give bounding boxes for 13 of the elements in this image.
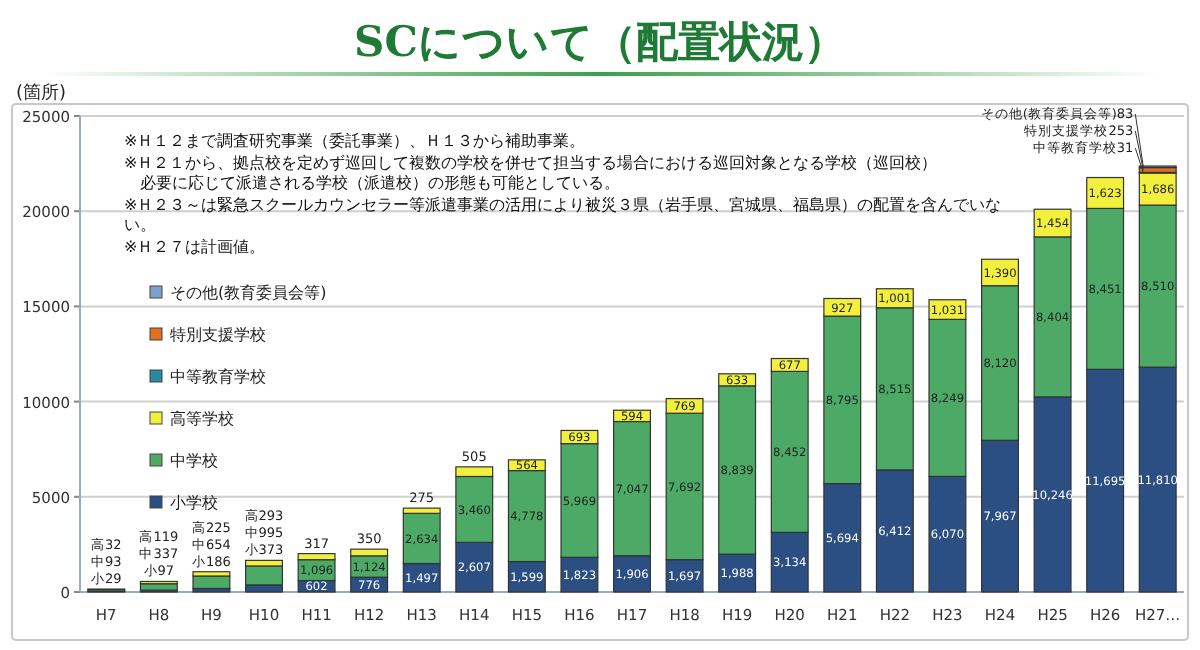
annotation: ※Ｈ２７は計画値。 [124,237,268,258]
legend-label: 特別支援学校 [170,326,266,344]
annotation: ※Ｈ２１から、拠点校を定めず巡回して複数の学校を併せて担当する場合における巡回対象となる学校（巡回校） [124,153,940,174]
legend-label: その他(教育委員会等) [170,284,327,302]
chart-title: SCについて（配置状況） [354,16,846,66]
y-axis-title: (箇所) [16,82,67,104]
annotation: ※Ｈ１２まで調査研究事業（委託事業）、Ｈ１３から補助事業。 [124,132,588,153]
legend-label: 高等学校 [170,410,234,428]
annotation: ※Ｈ２３～は緊急スクールカウンセラー等派遣事業の活用により被災３県（岩手県、宮城県、福島県）の配置を含んでいない。 [124,195,1004,237]
annotation: 必要に応じて派遣される学校（派遣校）の形態も可能としている。 [138,174,622,195]
legend-label: 中学校 [170,452,218,470]
legend-label: 中等教育学校 [170,368,266,386]
legend-label: 小学校 [170,494,218,512]
